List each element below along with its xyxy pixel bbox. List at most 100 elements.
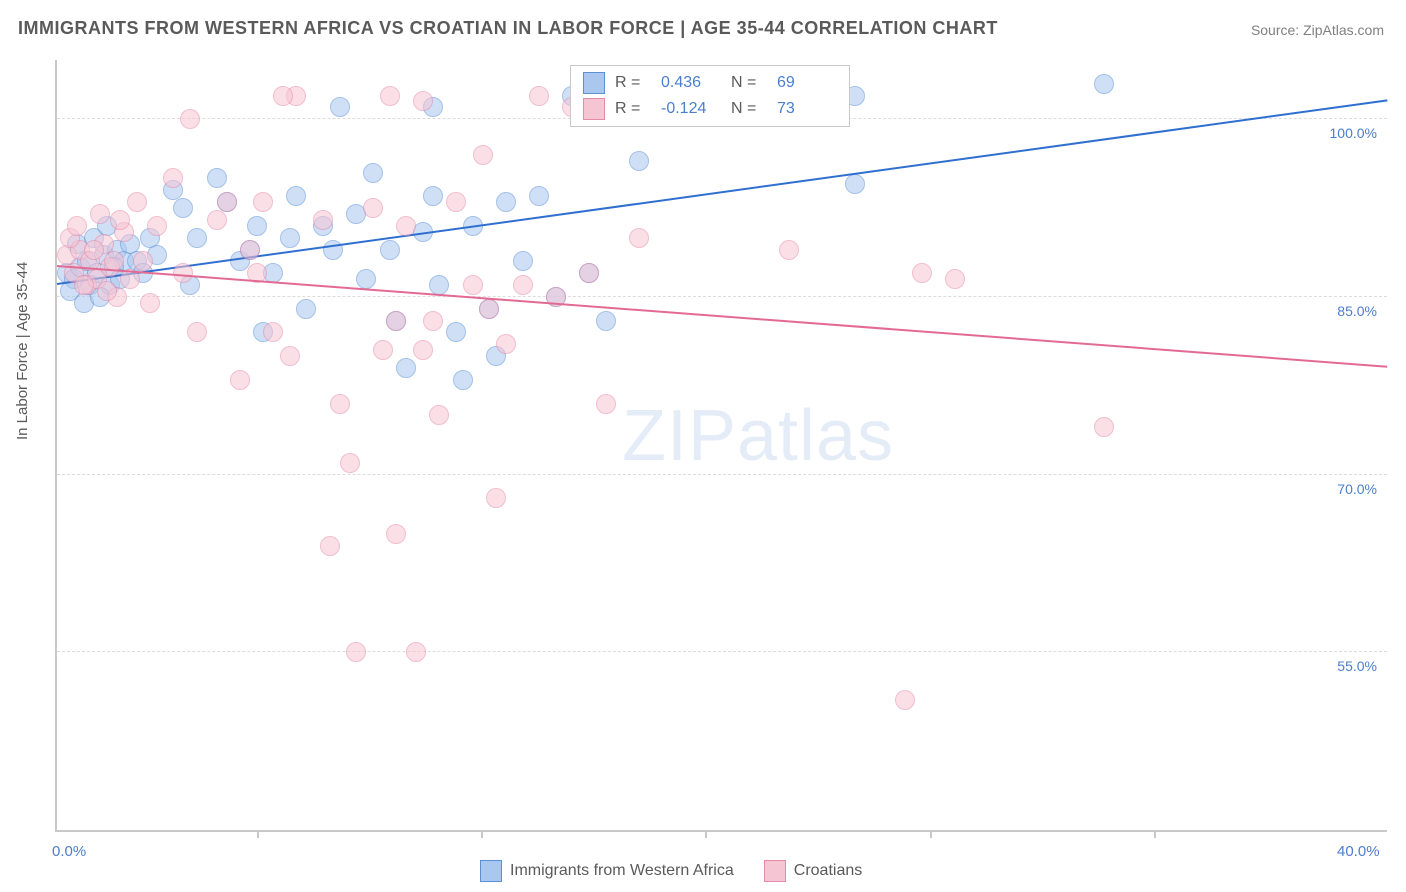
- data-point: [423, 186, 443, 206]
- data-point: [90, 204, 110, 224]
- data-point: [413, 340, 433, 360]
- x-minor-tick: [930, 830, 932, 838]
- data-point: [330, 97, 350, 117]
- data-point: [486, 488, 506, 508]
- data-point: [386, 524, 406, 544]
- data-point: [396, 358, 416, 378]
- data-point: [373, 340, 393, 360]
- data-point: [779, 240, 799, 260]
- data-point: [380, 86, 400, 106]
- x-minor-tick: [705, 830, 707, 838]
- data-point: [187, 228, 207, 248]
- data-point: [230, 370, 250, 390]
- legend-n-value: 69: [777, 74, 837, 92]
- data-point: [127, 192, 147, 212]
- data-point: [1094, 74, 1114, 94]
- legend-n-value: 73: [777, 100, 837, 118]
- data-point: [453, 370, 473, 390]
- x-minor-tick: [1154, 830, 1156, 838]
- legend-r-value: -0.124: [661, 100, 721, 118]
- data-point: [895, 690, 915, 710]
- y-tick-label: 85.0%: [1337, 303, 1377, 319]
- data-point: [1094, 417, 1114, 437]
- data-point: [217, 192, 237, 212]
- data-point: [273, 86, 293, 106]
- data-point: [429, 405, 449, 425]
- data-point: [207, 210, 227, 230]
- data-point: [629, 151, 649, 171]
- data-point: [173, 198, 193, 218]
- gridline-h: [57, 296, 1387, 297]
- legend-swatch: [583, 98, 605, 120]
- data-point: [84, 240, 104, 260]
- data-point: [280, 346, 300, 366]
- legend-swatch: [764, 860, 786, 882]
- data-point: [629, 228, 649, 248]
- data-point: [180, 109, 200, 129]
- data-point: [945, 269, 965, 289]
- data-point: [133, 251, 153, 271]
- chart-plot-area: ZIPatlas 55.0%70.0%85.0%100.0%0.0%40.0%: [55, 60, 1387, 832]
- legend-item: Immigrants from Western Africa: [480, 860, 734, 882]
- data-point: [596, 311, 616, 331]
- legend-r-label: R =: [615, 100, 651, 118]
- data-point: [346, 642, 366, 662]
- data-point: [240, 240, 260, 260]
- data-point: [579, 263, 599, 283]
- data-point: [296, 299, 316, 319]
- y-tick-label: 100.0%: [1330, 125, 1377, 141]
- data-point: [463, 275, 483, 295]
- correlation-legend: R =0.436N =69R =-0.124N =73: [570, 65, 850, 127]
- data-point: [313, 210, 333, 230]
- data-point: [280, 228, 300, 248]
- legend-r-value: 0.436: [661, 74, 721, 92]
- legend-row: R = 0.436 N = 69: [583, 70, 837, 96]
- trend-line: [57, 265, 1387, 368]
- gridline-h: [57, 651, 1387, 652]
- legend-series-name: Immigrants from Western Africa: [510, 862, 734, 880]
- data-point: [413, 91, 433, 111]
- data-point: [97, 281, 117, 301]
- x-minor-tick: [481, 830, 483, 838]
- legend-row: R =-0.124N =73: [583, 96, 837, 122]
- data-point: [496, 334, 516, 354]
- x-tick-label: 40.0%: [1337, 843, 1380, 860]
- legend-r-label: R =: [615, 74, 651, 92]
- data-point: [423, 311, 443, 331]
- data-point: [67, 216, 87, 236]
- data-point: [263, 322, 283, 342]
- data-point: [110, 210, 130, 230]
- data-point: [386, 311, 406, 331]
- data-point: [187, 322, 207, 342]
- y-axis-title: In Labor Force | Age 35-44: [14, 262, 31, 440]
- legend-swatch: [480, 860, 502, 882]
- x-tick-label: 0.0%: [52, 843, 86, 860]
- data-point: [429, 275, 449, 295]
- data-point: [473, 145, 493, 165]
- data-point: [529, 86, 549, 106]
- watermark-text: ZIPatlas: [622, 395, 894, 477]
- data-point: [147, 216, 167, 236]
- legend-n-label: N =: [731, 74, 767, 92]
- data-point: [163, 168, 183, 188]
- data-point: [356, 269, 376, 289]
- trend-line: [57, 99, 1387, 285]
- data-point: [845, 174, 865, 194]
- chart-title: IMMIGRANTS FROM WESTERN AFRICA VS CROATI…: [18, 18, 998, 39]
- data-point: [479, 299, 499, 319]
- data-point: [363, 198, 383, 218]
- data-point: [340, 453, 360, 473]
- data-point: [529, 186, 549, 206]
- data-point: [74, 275, 94, 295]
- data-point: [446, 322, 466, 342]
- legend-swatch: [583, 72, 605, 94]
- data-point: [330, 394, 350, 414]
- data-point: [253, 192, 273, 212]
- data-point: [446, 192, 466, 212]
- data-point: [380, 240, 400, 260]
- data-point: [912, 263, 932, 283]
- gridline-h: [57, 474, 1387, 475]
- data-point: [363, 163, 383, 183]
- data-point: [513, 275, 533, 295]
- data-point: [247, 216, 267, 236]
